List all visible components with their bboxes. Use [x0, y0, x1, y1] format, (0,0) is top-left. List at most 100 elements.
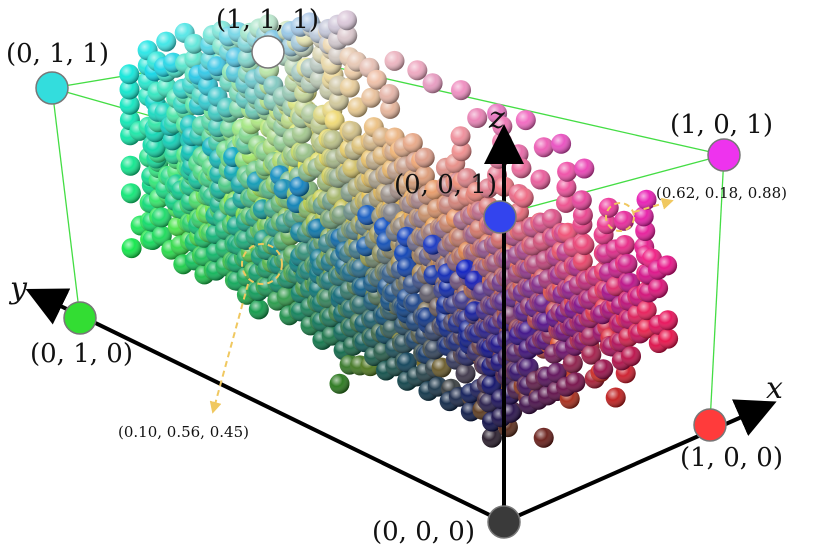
- point-sphere-shading: [402, 133, 423, 153]
- point-sphere-shading: [337, 25, 358, 46]
- corner-011-dot: [35, 71, 69, 105]
- point-sphere-shading: [145, 137, 166, 158]
- cube-edge: [709, 154, 725, 424]
- point-sphere-shading: [530, 169, 551, 190]
- cube-edge: [499, 154, 725, 216]
- corner-010-dot: [63, 301, 97, 335]
- point-sphere-shading: [593, 359, 614, 380]
- point-sphere-shading: [635, 221, 656, 241]
- point-sphere-shading: [636, 300, 657, 321]
- corner-101-label: (1, 0, 1): [670, 110, 773, 140]
- annotation-circle-a: [605, 202, 635, 232]
- point-sphere-shading: [621, 346, 641, 367]
- corner-100-label: (1, 0, 0): [680, 443, 783, 473]
- point-sphere-shading: [565, 372, 586, 393]
- y-axis-line: [25, 288, 505, 524]
- point-sphere-shading: [414, 147, 435, 168]
- point-sphere-shading: [562, 353, 583, 374]
- point-sphere-shading: [380, 98, 401, 119]
- point-sphere-shading: [648, 278, 669, 299]
- cube-edge: [267, 51, 725, 156]
- point-sphere-shading: [156, 31, 177, 52]
- point-sphere-shading: [407, 60, 428, 81]
- point-sphere-shading: [119, 64, 140, 85]
- corner-111-label: (1, 1, 1): [216, 5, 319, 35]
- point-sphere-shading: [120, 155, 141, 176]
- point-sphere-shading: [513, 187, 534, 208]
- cube-edge: [51, 87, 81, 319]
- point-sphere-shading: [323, 130, 344, 151]
- point-sphere-shading: [328, 90, 349, 111]
- point-sphere-shading: [556, 192, 576, 213]
- point-sphere-shading: [557, 161, 578, 182]
- point-sphere-shading: [451, 80, 471, 101]
- point-sphere-shading: [533, 137, 554, 158]
- cube-corners: [35, 35, 741, 539]
- point-sphere-shading: [422, 73, 443, 94]
- annotation-label-a: (0.62, 0.18, 0.88): [656, 184, 787, 202]
- corner-000-label: (0, 0, 0): [372, 517, 475, 547]
- point-sphere-shading: [341, 121, 362, 142]
- point-sphere-shading: [258, 14, 279, 35]
- point-sphere-shading: [617, 253, 638, 274]
- point-sphere-shading: [515, 110, 536, 131]
- point-sphere-shading: [636, 189, 657, 210]
- annotation-circle-b: [241, 243, 283, 285]
- x-axis-label: x: [766, 371, 783, 406]
- corner-111-dot: [251, 35, 285, 69]
- annotation-leader-b: [209, 283, 249, 414]
- point-sphere-shading: [248, 299, 269, 320]
- corner-001-label: (0, 0, 1): [394, 170, 497, 200]
- point-sphere-shading: [291, 123, 312, 144]
- annotation-label-b: (0.10, 0.56, 0.45): [118, 423, 249, 441]
- point-sphere-shading: [481, 427, 502, 448]
- corner-100-dot: [693, 408, 727, 442]
- point-sphere-shading: [450, 126, 471, 147]
- z-axis-label: z: [488, 101, 505, 136]
- point-sphere-shading: [511, 158, 532, 179]
- corner-101-dot: [707, 138, 741, 172]
- point-sphere-shading: [467, 108, 488, 128]
- point-sphere-shading: [451, 141, 472, 162]
- point-sphere-shading: [384, 50, 405, 71]
- annotation-leader-a: [633, 197, 674, 213]
- point-sphere-shading: [337, 10, 357, 31]
- corner-000-dot: [487, 505, 521, 539]
- point-sphere-shading: [574, 158, 595, 179]
- point-sphere-shading: [657, 310, 678, 331]
- point-sphere-shading: [614, 210, 634, 231]
- point-sphere-shading: [574, 235, 595, 256]
- point-sphere-shading: [533, 427, 554, 448]
- point-sphere-shading: [572, 205, 593, 226]
- point-sphere-shading: [151, 207, 172, 228]
- point-sphere-shading: [379, 84, 400, 104]
- point-sphere-shading: [121, 238, 142, 259]
- point-sphere-shading: [339, 77, 360, 98]
- point-sphere-shading: [120, 183, 141, 204]
- point-sphere-shading: [366, 69, 387, 90]
- point-sphere-shading: [329, 373, 350, 394]
- corner-011-label: (0, 1, 1): [6, 39, 109, 69]
- point-sphere-shading: [581, 344, 602, 365]
- corner-001-dot: [483, 200, 517, 234]
- point-sphere-shading: [572, 251, 593, 272]
- annotation-callouts: [209, 197, 674, 414]
- point-sphere-shading: [551, 133, 572, 154]
- point-sphere-shading: [324, 110, 345, 131]
- point-sphere-shading: [184, 33, 205, 54]
- point-sphere-shading: [571, 190, 592, 211]
- point-sphere-shading: [119, 79, 140, 100]
- point-sphere-shading: [556, 177, 577, 198]
- point-sphere-shading: [289, 176, 310, 197]
- point-sphere-shading: [605, 387, 626, 408]
- point-sphere-shading: [184, 49, 205, 69]
- y-axis-label: y: [8, 271, 28, 306]
- point-sphere-shading: [396, 352, 417, 373]
- point-sphere-shading: [657, 255, 678, 276]
- point-sphere-shading: [361, 87, 382, 108]
- point-cloud: [119, 10, 679, 448]
- point-sphere-shading: [658, 328, 679, 349]
- corner-010-label: (0, 1, 0): [30, 339, 133, 369]
- point-sphere-shading: [614, 235, 635, 255]
